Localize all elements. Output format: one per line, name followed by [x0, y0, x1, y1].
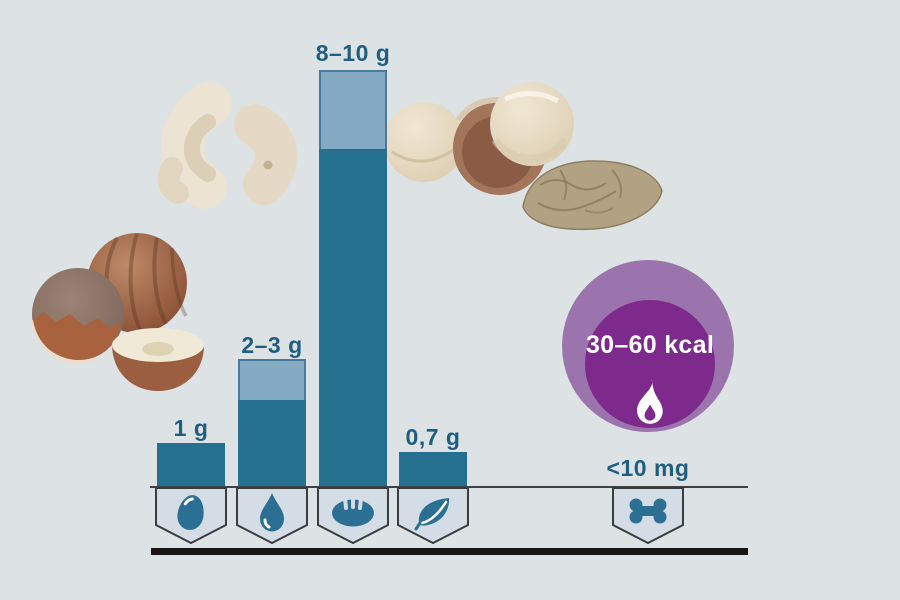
- leaf-icon: [414, 498, 450, 531]
- bar-leaf: [399, 452, 467, 487]
- category-shield-bone: [612, 487, 684, 545]
- bar-value-label-bone: <10 mg: [606, 455, 690, 481]
- category-shield-egg: [155, 487, 227, 545]
- almond-illustration: [522, 160, 663, 231]
- bar-value-label-droplet: 2–3 g: [241, 332, 303, 358]
- bar-bread: [319, 149, 387, 487]
- bar-value-label-egg: 1 g: [173, 415, 209, 441]
- category-shield-leaf: [397, 487, 469, 545]
- macadamia-illustration: [384, 82, 574, 195]
- category-shield-droplet: [236, 487, 308, 545]
- cashews-illustration: [157, 82, 298, 209]
- category-shield-bread: [317, 487, 389, 545]
- hazelnuts-illustration: [31, 233, 204, 391]
- bottom-rule: [151, 548, 748, 555]
- egg-icon: [177, 495, 204, 530]
- bone-icon: [629, 498, 667, 524]
- bar-egg: [157, 443, 225, 487]
- bar-value-label-bread: 8–10 g: [315, 40, 391, 66]
- bar-droplet: [238, 400, 306, 487]
- bar-bread-range: [319, 70, 387, 151]
- bread-icon: [332, 495, 374, 527]
- calorie-badge-label: 30–60 kcal: [585, 331, 715, 359]
- flame-icon: [637, 379, 663, 424]
- calorie-badge-inner: [585, 300, 715, 428]
- droplet-icon: [260, 493, 284, 532]
- bar-value-label-leaf: 0,7 g: [405, 424, 461, 450]
- bar-droplet-range: [238, 359, 306, 402]
